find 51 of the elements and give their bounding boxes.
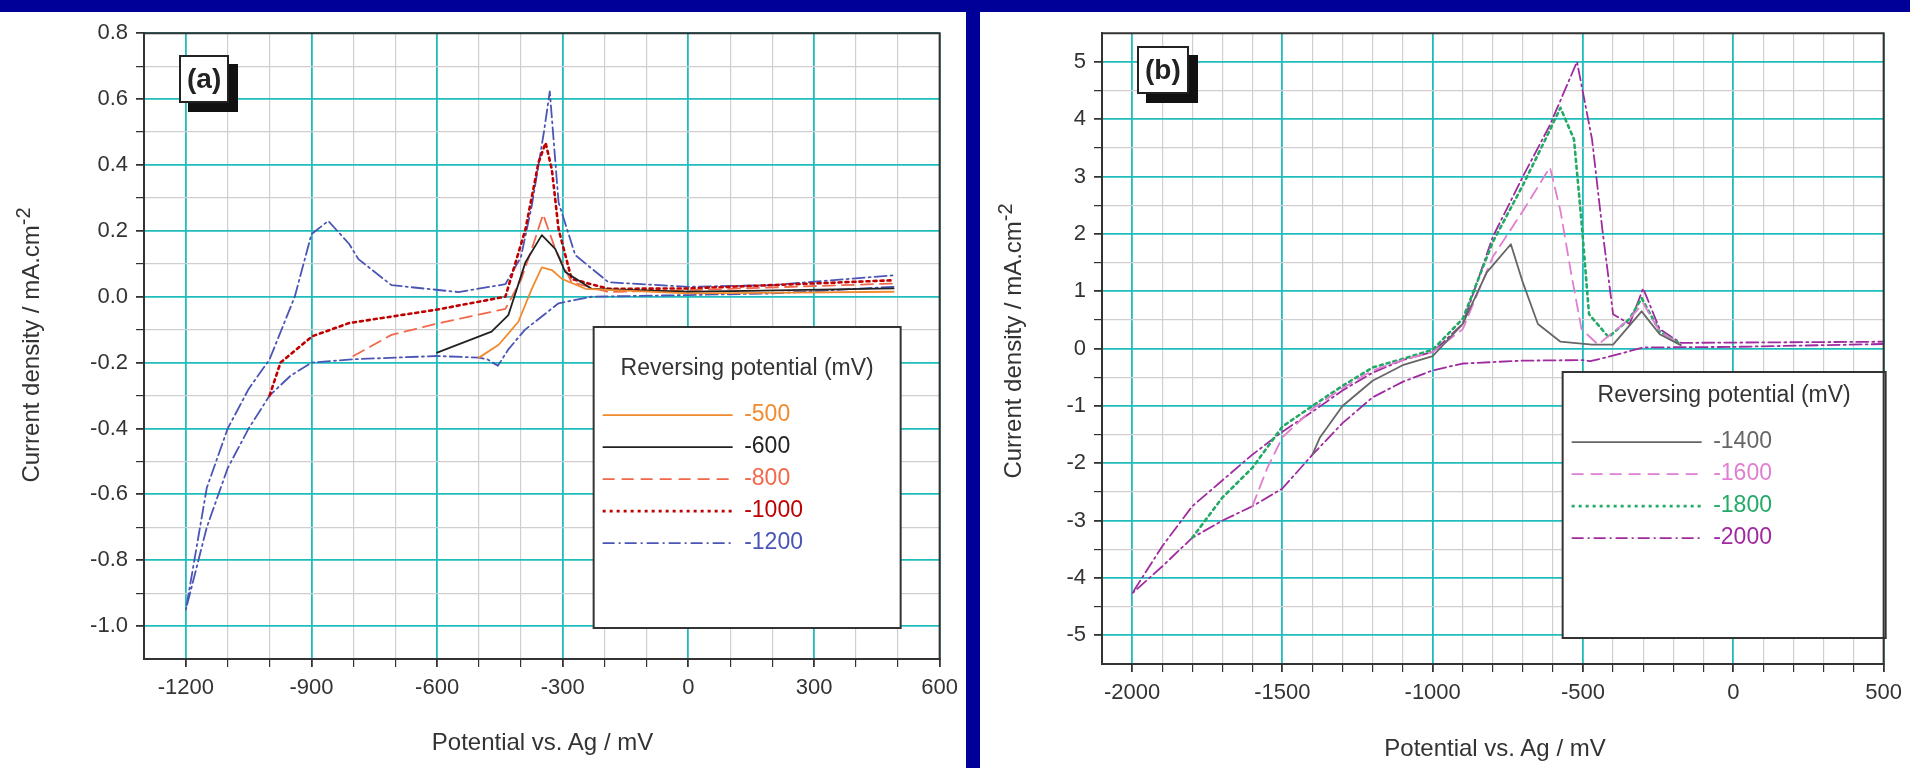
- y-tick-label: 0.4: [97, 151, 128, 177]
- x-axis-title: Potential vs. Ag / mV: [431, 728, 654, 756]
- text: -1000: [744, 496, 803, 523]
- text: -1800: [1713, 491, 1772, 518]
- legend-title: Reversing potential (mV): [1597, 380, 1851, 407]
- x-tick-label: -500: [1560, 679, 1606, 705]
- line-series: [268, 141, 895, 397]
- x-tick-label: -900: [289, 674, 334, 700]
- annotation: (b): [1137, 46, 1189, 94]
- x-tick-label: 500: [1865, 679, 1903, 705]
- y-tick-label: 3: [1073, 162, 1086, 188]
- y-tick-label: 5: [1073, 47, 1086, 73]
- y-tick-label: 0.0: [97, 282, 128, 308]
- x-tick-label: -600: [415, 674, 460, 700]
- y-tick-label: -4: [1066, 564, 1086, 590]
- y-tick-label: 0.8: [97, 19, 128, 45]
- text: -800: [744, 464, 791, 491]
- x-tick-label: -1500: [1254, 679, 1311, 705]
- text: -500: [744, 400, 791, 427]
- annotation: (a): [179, 55, 230, 103]
- x-tick-label: -1000: [1404, 679, 1461, 705]
- legend-title: Reversing potential (mV): [620, 353, 874, 380]
- y-tick-label: 0.2: [97, 216, 128, 242]
- y-tick-label: -1: [1066, 392, 1086, 418]
- y-tick-label: 4: [1073, 105, 1086, 131]
- y-tick-label: -3: [1066, 506, 1086, 532]
- y-tick-label: -5: [1066, 621, 1086, 647]
- y-tick-label: -0.4: [90, 414, 128, 440]
- text: -1600: [1713, 459, 1772, 486]
- text: -1200: [744, 528, 803, 555]
- y-tick-label: 0: [1073, 334, 1086, 360]
- y-tick-label: -1.0: [90, 612, 128, 638]
- y-tick-label: -0.2: [90, 348, 128, 374]
- x-tick-label: 0: [682, 674, 695, 700]
- text: -2000: [1713, 523, 1772, 550]
- y-tick-label: 1: [1073, 277, 1086, 303]
- y-tick-label: -2: [1066, 449, 1086, 475]
- x-tick-label: -2000: [1103, 679, 1161, 705]
- x-tick-label: 300: [795, 674, 833, 700]
- y-tick-label: 0.6: [97, 85, 128, 111]
- line-series: [1131, 60, 1884, 595]
- text: -600: [744, 432, 791, 459]
- x-axis-title: Potential vs. Ag / mV: [1384, 734, 1606, 762]
- y-tick-label: -0.6: [90, 480, 128, 506]
- x-tick-label: 600: [921, 674, 959, 700]
- x-tick-label: -1200: [157, 674, 215, 700]
- y-tick-label: 2: [1073, 219, 1086, 245]
- y-tick-label: -0.8: [90, 546, 128, 572]
- text: -1400: [1713, 427, 1772, 454]
- x-tick-label: 0: [1727, 679, 1740, 705]
- x-tick-label: -300: [540, 674, 585, 700]
